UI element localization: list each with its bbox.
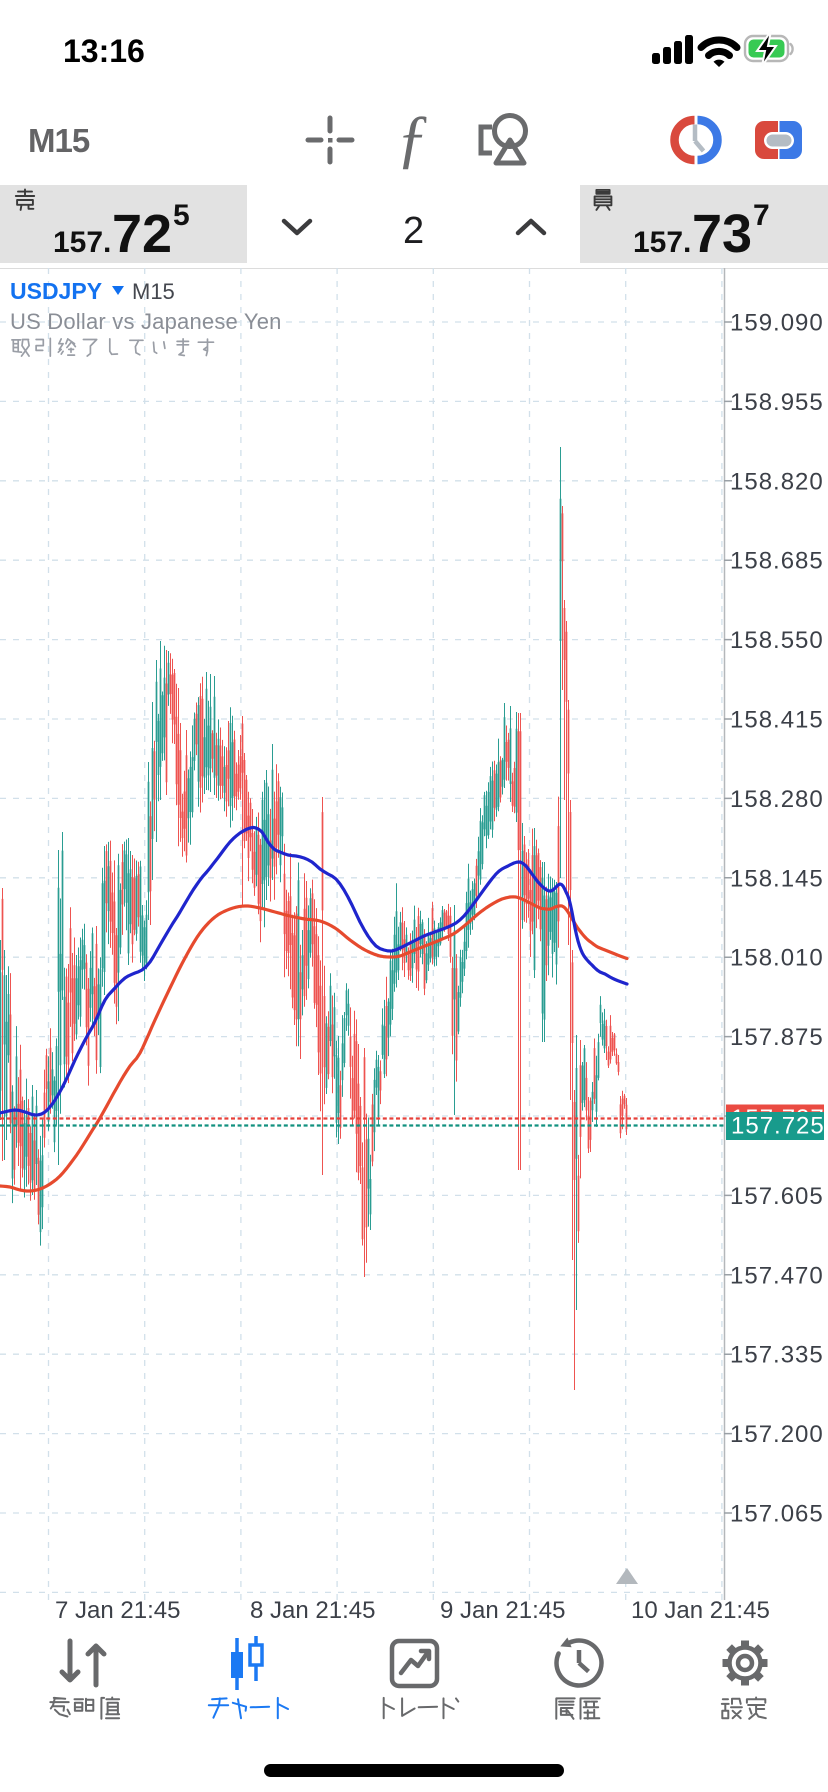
svg-text:7 Jan 21:45: 7 Jan 21:45 (55, 1597, 180, 1624)
svg-text:157.725: 157.725 (731, 1113, 825, 1140)
svg-text:157.: 157. (53, 226, 111, 259)
svg-text:159.090: 159.090 (730, 310, 824, 337)
svg-text:157.875: 157.875 (730, 1024, 824, 1051)
svg-text:9 Jan 21:45: 9 Jan 21:45 (440, 1597, 565, 1624)
svg-text:USDJPY: USDJPY (10, 278, 102, 304)
svg-text:158.280: 158.280 (730, 786, 824, 813)
svg-text:10 Jan 21:45: 10 Jan 21:45 (631, 1597, 770, 1624)
svg-text:157.335: 157.335 (730, 1342, 824, 1369)
svg-text:7: 7 (753, 199, 770, 232)
svg-text:158.685: 158.685 (730, 548, 824, 575)
svg-text:72: 72 (112, 204, 172, 264)
svg-text:157.065: 157.065 (730, 1501, 824, 1528)
svg-text:157.200: 157.200 (730, 1421, 824, 1448)
svg-text:158.010: 158.010 (730, 945, 824, 972)
svg-text:157.605: 157.605 (730, 1183, 824, 1210)
svg-text:157.: 157. (633, 226, 691, 259)
svg-text:8 Jan 21:45: 8 Jan 21:45 (250, 1597, 375, 1624)
svg-text:ƒ: ƒ (396, 102, 429, 175)
svg-text:73: 73 (692, 204, 752, 264)
svg-text:157.470: 157.470 (730, 1262, 824, 1289)
svg-text:158.955: 158.955 (730, 389, 824, 416)
svg-text:US Dollar vs Japanese Yen: US Dollar vs Japanese Yen (10, 309, 282, 334)
svg-text:M15: M15 (132, 279, 175, 304)
svg-text:158.550: 158.550 (730, 627, 824, 654)
svg-text:158.820: 158.820 (730, 468, 824, 495)
svg-text:2: 2 (403, 210, 424, 252)
svg-text:5: 5 (173, 199, 190, 232)
svg-text:158.145: 158.145 (730, 865, 824, 892)
svg-text:158.415: 158.415 (730, 707, 824, 734)
